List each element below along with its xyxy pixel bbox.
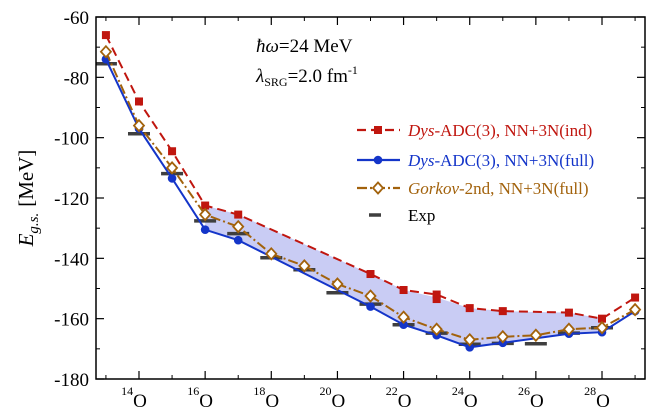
legend-symbol-ind [357, 126, 400, 134]
point-ind [432, 290, 441, 299]
point-ind_23b [432, 295, 441, 304]
series-line-gorkov [104, 51, 636, 341]
series-gorkov [99, 44, 642, 347]
y-tick-label: -60 [64, 8, 89, 29]
legend-symbol-gorkov [357, 181, 400, 195]
point-full [233, 235, 243, 245]
point-ind [498, 307, 507, 316]
series-ind [101, 31, 640, 323]
y-tick-label: -100 [54, 129, 89, 150]
point-ind [366, 270, 375, 279]
point-full [167, 174, 177, 183]
point-gorkov [99, 44, 113, 59]
lambda-annotation: λSRG=2.0 fm-1 [255, 63, 358, 89]
point-gorkov [496, 329, 510, 344]
point-ind [399, 286, 408, 295]
point-full [465, 343, 475, 352]
y-tick-label: -160 [54, 310, 89, 331]
point-gorkov [265, 246, 278, 261]
point-full [200, 225, 210, 234]
point-gorkov [331, 277, 344, 291]
legend-marker [371, 181, 385, 195]
legend: Dys-ADC(3), NN+3N(ind) Dys-ADC(3), NN+3N… [357, 121, 594, 225]
point-gorkov [231, 219, 245, 234]
x-tick-label: 26O [518, 384, 544, 412]
x-tick-label: 28O [584, 384, 610, 412]
point-full [366, 302, 375, 311]
point-ind [201, 201, 210, 210]
legend-marker [373, 155, 383, 165]
x-tick-label: 14O [121, 384, 147, 412]
point-gorkov [298, 259, 311, 273]
point-gorkov [595, 320, 609, 335]
point-gorkov [165, 160, 179, 175]
legend-symbol-full [357, 155, 400, 165]
x-tick-label: 16O [187, 384, 213, 412]
y-tick-label: -120 [54, 189, 89, 210]
point-ind [465, 304, 474, 313]
y-tick-label: -140 [54, 249, 89, 270]
x-tick-label: 22O [386, 384, 412, 412]
x-tick-label: 20O [320, 384, 346, 412]
y-tick-label: -80 [64, 68, 89, 89]
point-ind [101, 31, 110, 40]
legend-marker [374, 126, 382, 134]
point-ind [598, 314, 607, 323]
x-tick-labels: 14O 16O 18O 20O 22O 24O 26O 28O [121, 384, 610, 412]
point-gorkov [198, 207, 212, 222]
legend-label-exp: Exp [408, 206, 435, 225]
point-full [399, 320, 408, 330]
point-ind [564, 308, 573, 317]
point-gorkov [132, 118, 146, 133]
point-gorkov [529, 328, 543, 343]
plot-frame [95, 16, 646, 380]
series-ind_23b [432, 295, 441, 304]
y-axis-label: Eg.s.[MeV] [14, 150, 42, 248]
point-gorkov [430, 322, 443, 337]
legend-label-gorkov: Gorkov-2nd, NN+3N(full) [408, 179, 589, 198]
point-ind [134, 97, 143, 106]
point-gorkov [397, 310, 410, 324]
point-ind [631, 293, 640, 302]
series-layer [96, 31, 642, 352]
point-ind [168, 147, 177, 156]
legend-label-full: Dys-ADC(3), NN+3N(full) [407, 151, 594, 170]
point-gorkov [628, 302, 642, 317]
point-gorkov [463, 332, 476, 347]
legend-label-ind: Dys-ADC(3), NN+3N(ind) [407, 121, 592, 140]
y-tick-label: -180 [54, 370, 89, 391]
point-gorkov [562, 322, 576, 337]
hw-annotation: ħω=24 MeV [256, 36, 353, 57]
point-ind [234, 210, 243, 219]
point-gorkov [364, 289, 377, 303]
x-tick-label: 18O [253, 384, 279, 412]
y-tick-labels: -180 -160 -140 -120 -100 -80 -60 [54, 8, 89, 391]
x-tick-label: 24O [452, 384, 478, 412]
